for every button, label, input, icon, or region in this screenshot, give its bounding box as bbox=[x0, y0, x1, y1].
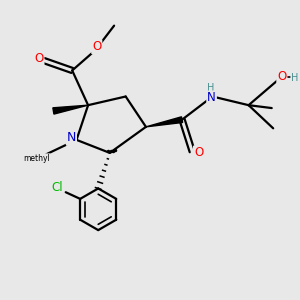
Text: O: O bbox=[34, 52, 44, 65]
Text: H: H bbox=[207, 83, 215, 93]
Text: N: N bbox=[67, 131, 76, 144]
Polygon shape bbox=[146, 117, 183, 127]
Text: O: O bbox=[194, 146, 203, 159]
Text: N: N bbox=[207, 92, 216, 104]
Text: methyl: methyl bbox=[23, 154, 50, 163]
Text: O: O bbox=[277, 70, 286, 83]
Polygon shape bbox=[53, 105, 88, 114]
Text: O: O bbox=[92, 40, 101, 53]
Text: H: H bbox=[291, 73, 298, 83]
Text: Cl: Cl bbox=[51, 182, 63, 194]
Text: N: N bbox=[67, 132, 76, 145]
